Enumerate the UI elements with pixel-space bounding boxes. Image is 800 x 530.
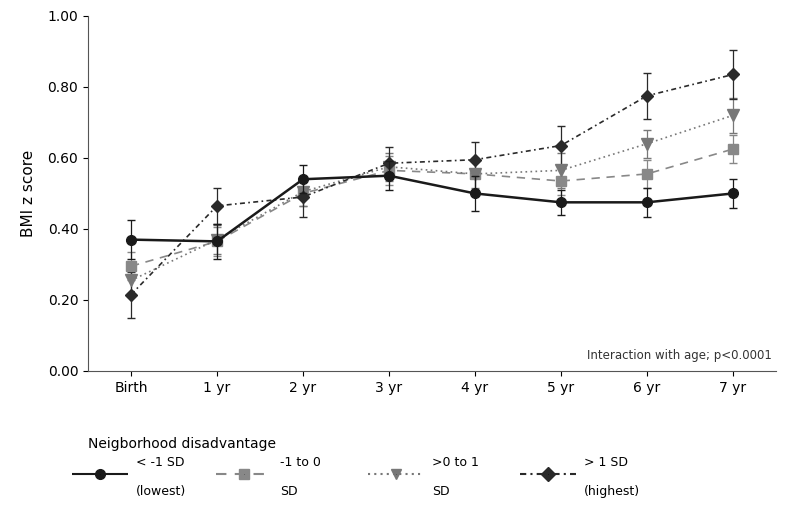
Text: D: D <box>547 474 549 475</box>
Text: (lowest): (lowest) <box>136 485 186 498</box>
Text: o: o <box>99 474 101 475</box>
Y-axis label: BMI z score: BMI z score <box>22 150 37 237</box>
Text: Interaction with age; p<0.0001: Interaction with age; p<0.0001 <box>587 349 772 362</box>
Text: (highest): (highest) <box>584 485 640 498</box>
Text: -1 to 0: -1 to 0 <box>280 456 321 469</box>
Text: >0 to 1: >0 to 1 <box>432 456 479 469</box>
Text: SD: SD <box>432 485 450 498</box>
Text: Neigborhood disadvantage: Neigborhood disadvantage <box>88 437 276 451</box>
Text: v: v <box>395 474 397 475</box>
Text: > 1 SD: > 1 SD <box>584 456 628 469</box>
Text: < -1 SD: < -1 SD <box>136 456 185 469</box>
Text: SD: SD <box>280 485 298 498</box>
